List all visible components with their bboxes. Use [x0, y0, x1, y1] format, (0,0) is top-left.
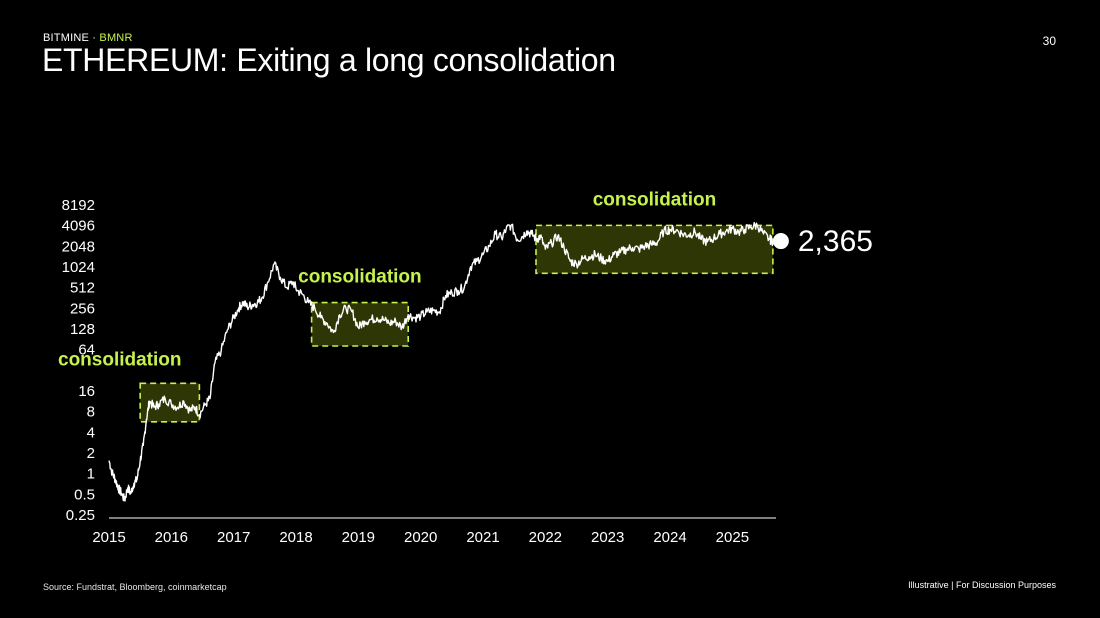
brand-header: BITMINE · BMNR: [43, 32, 133, 44]
last-price-dot: [772, 233, 789, 250]
x-tick-label: 2017: [217, 529, 250, 546]
x-tick-label: 2016: [155, 529, 188, 546]
y-tick-label: 0.5: [74, 486, 95, 503]
last-price-label: 2,365: [798, 225, 873, 258]
x-tick-label: 2025: [716, 529, 749, 546]
consolidation-labels: consolidation consolidation consolidation: [58, 189, 716, 370]
y-tick-label: 8192: [62, 197, 95, 214]
y-tick-label: 0.25: [66, 507, 95, 524]
consolidation-label: consolidation: [298, 267, 422, 288]
y-axis-ticks: 0.25 0.5 1 2 4 8 16 64 128 256 512 1024 2048 4096 8192: [62, 197, 95, 524]
page-number: 30: [1042, 34, 1056, 48]
y-tick-label: 1024: [62, 259, 95, 276]
y-tick-label: 512: [70, 280, 95, 297]
price-line: [108, 221, 774, 502]
brand-separator: ·: [89, 32, 100, 44]
x-tick-label: 2020: [404, 529, 437, 546]
y-tick-label: 8: [87, 404, 95, 421]
x-tick-label: 2022: [529, 529, 562, 546]
y-tick-label: 4096: [62, 218, 95, 235]
consolidation-label: consolidation: [58, 349, 182, 370]
brand-ticker: BMNR: [99, 32, 133, 44]
y-tick-label: 64: [78, 342, 95, 359]
consolidation-zone: [535, 224, 774, 275]
source-note: Source: Fundstrat, Bloomberg, coinmarket…: [43, 582, 227, 592]
y-tick-label: 16: [78, 383, 95, 400]
consolidation-label: consolidation: [593, 189, 717, 210]
x-tick-label: 2015: [92, 529, 125, 546]
consolidation-zones: [139, 224, 774, 423]
x-tick-label: 2018: [279, 529, 312, 546]
x-tick-label: 2024: [653, 529, 686, 546]
y-tick-label: 4: [87, 424, 95, 441]
x-axis-ticks: 2015 2016 2017 2018 2019 2020 2021 2022 2023 2024…: [92, 529, 749, 546]
y-tick-label: 2: [87, 445, 95, 462]
y-tick-label: 1: [87, 466, 95, 483]
y-tick-label: 128: [70, 321, 95, 338]
y-tick-label: 2048: [62, 238, 95, 255]
y-tick-label: 256: [70, 300, 95, 317]
page-title: ETHEREUM: Exiting a long consolidation: [42, 42, 616, 78]
brand-name: BITMINE: [43, 32, 90, 44]
disclaimer: Illustrative | For Discussion Purposes: [908, 580, 1056, 590]
x-tick-label: 2021: [466, 529, 499, 546]
x-tick-label: 2019: [342, 529, 375, 546]
x-tick-label: 2023: [591, 529, 624, 546]
